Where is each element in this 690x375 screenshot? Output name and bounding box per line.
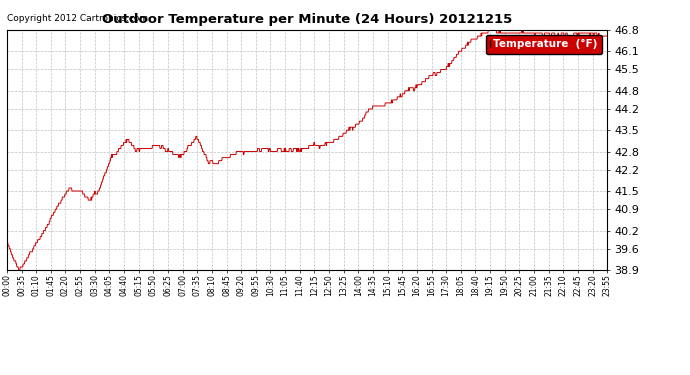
Title: Outdoor Temperature per Minute (24 Hours) 20121215: Outdoor Temperature per Minute (24 Hours… xyxy=(102,13,512,26)
Text: Copyright 2012 Cartronics.com: Copyright 2012 Cartronics.com xyxy=(7,14,148,23)
Legend: Temperature  (°F): Temperature (°F) xyxy=(486,35,602,54)
